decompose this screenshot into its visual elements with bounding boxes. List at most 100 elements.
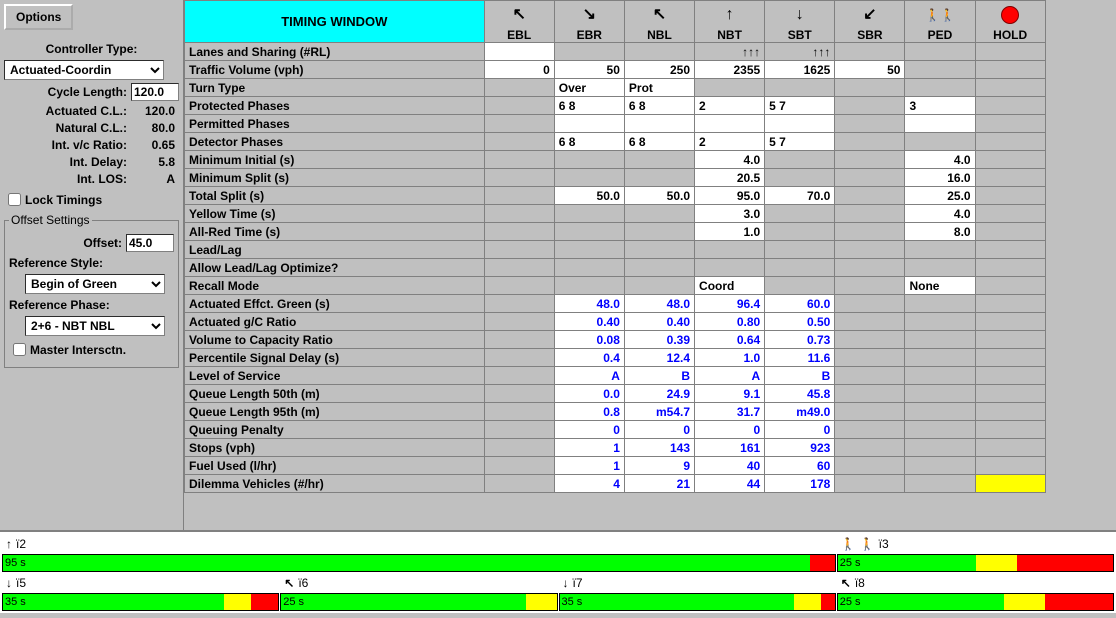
grid-cell[interactable]: 48.0 [554,295,624,313]
grid-cell[interactable] [765,115,835,133]
grid-cell[interactable]: 21 [624,475,694,493]
grid-cell[interactable]: 6 8 [624,133,694,151]
grid-cell[interactable]: 0.8 [554,403,624,421]
grid-cell[interactable]: 60.0 [765,295,835,313]
col-ebl[interactable]: ↖EBL [484,1,554,43]
grid-cell[interactable]: 3.0 [695,205,765,223]
grid-cell[interactable]: 6 8 [624,97,694,115]
grid-cell[interactable]: 161 [695,439,765,457]
ref-style-select[interactable]: Begin of Green [25,274,165,294]
col-nbl[interactable]: ↖NBL [624,1,694,43]
grid-cell[interactable]: B [624,367,694,385]
grid-cell[interactable]: 20.5 [695,169,765,187]
grid-cell[interactable]: 5 7 [765,97,835,115]
grid-cell[interactable]: 143 [624,439,694,457]
grid-cell[interactable]: 250 [624,61,694,79]
grid-cell[interactable]: 0.39 [624,331,694,349]
grid-cell[interactable] [554,115,624,133]
grid-cell[interactable]: 2 [695,97,765,115]
cycle-length-input[interactable] [131,83,179,101]
grid-cell[interactable]: 0 [624,421,694,439]
grid-cell[interactable]: 4.0 [905,205,975,223]
grid-cell[interactable]: 2 [695,133,765,151]
grid-cell[interactable]: 8.0 [905,223,975,241]
grid-cell[interactable]: Coord [695,277,765,295]
grid-cell[interactable]: 3 [905,97,975,115]
grid-cell[interactable]: 48.0 [624,295,694,313]
phase-bar[interactable]: 35 s [559,593,836,611]
grid-cell[interactable]: 95.0 [695,187,765,205]
grid-cell[interactable]: 0.0 [554,385,624,403]
grid-cell[interactable] [905,115,975,133]
grid-cell[interactable]: 6 8 [554,133,624,151]
grid-cell[interactable]: 24.9 [624,385,694,403]
col-nbt[interactable]: ↑NBT [695,1,765,43]
grid-cell[interactable]: 1625 [765,61,835,79]
grid-cell[interactable]: 1.0 [695,349,765,367]
grid-cell[interactable]: 50.0 [554,187,624,205]
grid-cell[interactable]: 12.4 [624,349,694,367]
grid-cell[interactable]: Over [554,79,624,97]
col-ebr[interactable]: ↘EBR [554,1,624,43]
master-intersctn-checkbox[interactable] [13,343,26,356]
grid-cell[interactable]: m49.0 [765,403,835,421]
grid-cell[interactable]: 9 [624,457,694,475]
grid-cell[interactable]: A [695,367,765,385]
grid-cell[interactable]: 0 [484,61,554,79]
grid-cell[interactable]: Prot [624,79,694,97]
grid-cell[interactable]: 1.0 [695,223,765,241]
grid-cell[interactable]: 1 [554,457,624,475]
grid-cell[interactable]: 9.1 [695,385,765,403]
grid-cell[interactable]: 4.0 [905,151,975,169]
col-ped[interactable]: PED [905,1,975,43]
grid-cell[interactable]: None [905,277,975,295]
grid-cell[interactable]: 31.7 [695,403,765,421]
grid-cell[interactable]: 0 [765,421,835,439]
grid-cell[interactable]: 0 [554,421,624,439]
grid-cell[interactable]: 4 [554,475,624,493]
col-sbr[interactable]: ↙SBR [835,1,905,43]
grid-cell[interactable]: 0.4 [554,349,624,367]
grid-cell[interactable]: 0.40 [624,313,694,331]
grid-cell[interactable]: 5 7 [765,133,835,151]
grid-cell[interactable]: 0.64 [695,331,765,349]
grid-cell[interactable]: 25.0 [905,187,975,205]
controller-type-select[interactable]: Actuated-Coordin [4,60,164,80]
ref-phase-select[interactable]: 2+6 - NBT NBL [25,316,165,336]
grid-cell[interactable]: 50 [554,61,624,79]
grid-cell[interactable] [624,115,694,133]
grid-cell[interactable]: 40 [695,457,765,475]
grid-cell[interactable]: 70.0 [765,187,835,205]
grid-cell[interactable]: 11.6 [765,349,835,367]
grid-cell[interactable] [695,115,765,133]
grid-cell[interactable]: 0.73 [765,331,835,349]
grid-cell[interactable]: B [765,367,835,385]
phase-bar[interactable]: 95 s [2,554,836,572]
grid-cell[interactable]: 0 [695,421,765,439]
grid-cell[interactable]: 178 [765,475,835,493]
grid-cell[interactable]: 0.50 [765,313,835,331]
grid-cell[interactable]: 60 [765,457,835,475]
phase-bar[interactable]: 35 s [2,593,279,611]
grid-cell[interactable]: 44 [695,475,765,493]
grid-cell[interactable]: m54.7 [624,403,694,421]
grid-cell[interactable]: A [554,367,624,385]
offset-input[interactable] [126,234,174,252]
grid-cell[interactable]: 50.0 [624,187,694,205]
col-hold[interactable]: HOLD [975,1,1045,43]
grid-cell[interactable]: 923 [765,439,835,457]
grid-cell[interactable]: 2355 [695,61,765,79]
grid-cell[interactable]: 50 [835,61,905,79]
grid-cell[interactable]: 6 8 [554,97,624,115]
grid-cell[interactable]: 0.80 [695,313,765,331]
lock-timings-checkbox[interactable] [8,193,21,206]
grid-cell[interactable]: 96.4 [695,295,765,313]
phase-bar[interactable]: 25 s [280,593,557,611]
grid-cell[interactable]: 1 [554,439,624,457]
phase-bar[interactable]: 25 s [837,593,1114,611]
grid-cell[interactable]: 0.08 [554,331,624,349]
options-button[interactable]: Options [4,4,73,30]
grid-cell[interactable]: 0.40 [554,313,624,331]
grid-cell[interactable]: 4.0 [695,151,765,169]
grid-cell[interactable]: 45.8 [765,385,835,403]
